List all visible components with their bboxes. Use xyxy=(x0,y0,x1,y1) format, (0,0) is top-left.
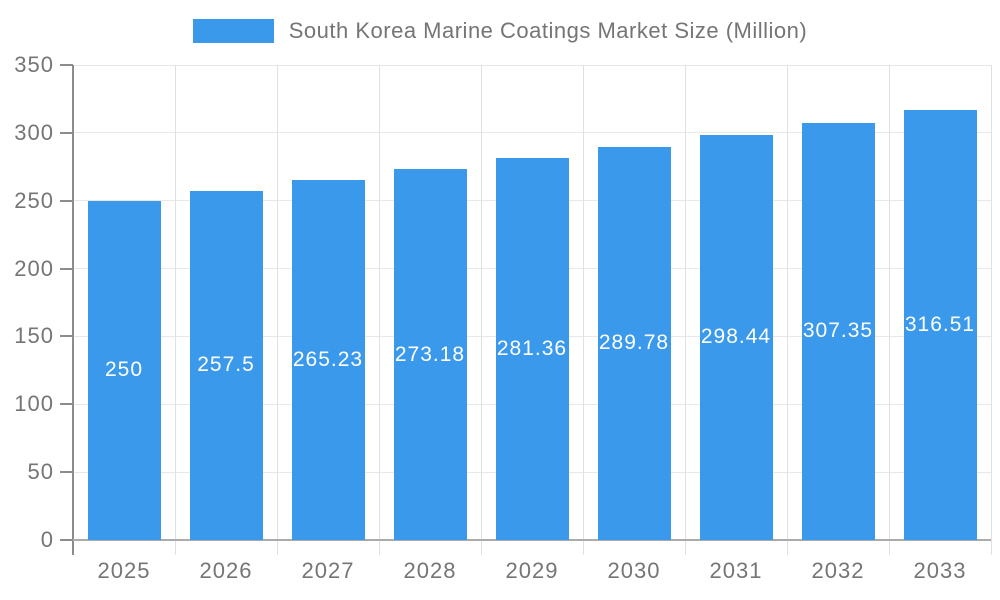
y-axis-label: 100 xyxy=(14,391,54,417)
gridline-horizontal xyxy=(73,64,991,66)
y-axis-tick xyxy=(60,131,73,134)
bar-2028[interactable]: 273.18 xyxy=(393,169,467,540)
bar-2025[interactable]: 250 xyxy=(87,200,161,540)
bar-2026[interactable]: 257.5 xyxy=(189,190,263,540)
bar-value-label: 281.36 xyxy=(496,337,568,361)
x-axis-label: 2033 xyxy=(913,558,967,583)
bar-value-label: 307.35 xyxy=(802,319,874,343)
chart-legend[interactable]: South Korea Marine Coatings Market Size … xyxy=(0,19,1000,43)
bar-2031[interactable]: 298.44 xyxy=(699,134,773,540)
gridline-vertical xyxy=(276,65,278,555)
x-axis-label: 2028 xyxy=(403,558,457,583)
gridline-vertical xyxy=(684,65,686,555)
bar-value-label: 298.44 xyxy=(700,325,772,349)
x-axis-label: 2030 xyxy=(607,558,661,583)
y-axis-tick xyxy=(60,199,73,202)
bar-2033[interactable]: 316.51 xyxy=(903,110,977,540)
x-axis-label: 2029 xyxy=(505,558,559,583)
legend-label: South Korea Marine Coatings Market Size … xyxy=(288,18,808,43)
y-axis-tick xyxy=(60,267,73,270)
bar-value-label: 250 xyxy=(104,358,144,382)
gridline-vertical xyxy=(582,65,584,555)
y-axis-label: 300 xyxy=(14,119,54,145)
bar-value-label: 273.18 xyxy=(394,342,466,366)
gridline-vertical xyxy=(480,65,482,555)
gridline-horizontal xyxy=(73,132,991,134)
bar-value-label: 316.51 xyxy=(904,313,976,337)
y-axis-tick xyxy=(60,403,73,406)
x-axis-label: 2032 xyxy=(811,558,865,583)
y-axis-label: 0 xyxy=(40,527,54,552)
x-axis-line xyxy=(73,539,991,541)
x-axis-label: 2026 xyxy=(199,558,253,583)
y-axis-tick xyxy=(60,64,73,66)
bar-2030[interactable]: 289.78 xyxy=(597,146,671,540)
bar-2027[interactable]: 265.23 xyxy=(291,180,365,540)
x-axis-label: 2031 xyxy=(709,558,763,583)
y-axis-tick xyxy=(60,539,73,541)
gridline-vertical xyxy=(786,65,788,555)
gridline-vertical xyxy=(174,65,176,555)
gridline-vertical xyxy=(378,65,380,555)
y-axis-label: 50 xyxy=(27,459,54,485)
y-axis-tick xyxy=(60,335,73,338)
gridline-vertical xyxy=(990,65,992,555)
y-axis-label: 250 xyxy=(14,187,54,213)
y-axis-tick xyxy=(60,471,73,474)
legend-swatch xyxy=(192,19,274,43)
bar-2029[interactable]: 281.36 xyxy=(495,158,569,540)
bar-2032[interactable]: 307.35 xyxy=(801,122,875,540)
y-axis-label: 150 xyxy=(14,323,54,349)
bar-value-label: 265.23 xyxy=(292,348,364,371)
y-axis-line xyxy=(72,65,74,555)
gridline-vertical xyxy=(888,65,890,555)
bar-value-label: 289.78 xyxy=(598,331,670,355)
y-axis-label: 350 xyxy=(14,52,54,77)
x-axis-label: 2025 xyxy=(97,558,151,583)
y-axis-label: 200 xyxy=(14,255,54,281)
x-axis-label: 2027 xyxy=(301,558,355,583)
bar-value-label: 257.5 xyxy=(197,353,255,377)
